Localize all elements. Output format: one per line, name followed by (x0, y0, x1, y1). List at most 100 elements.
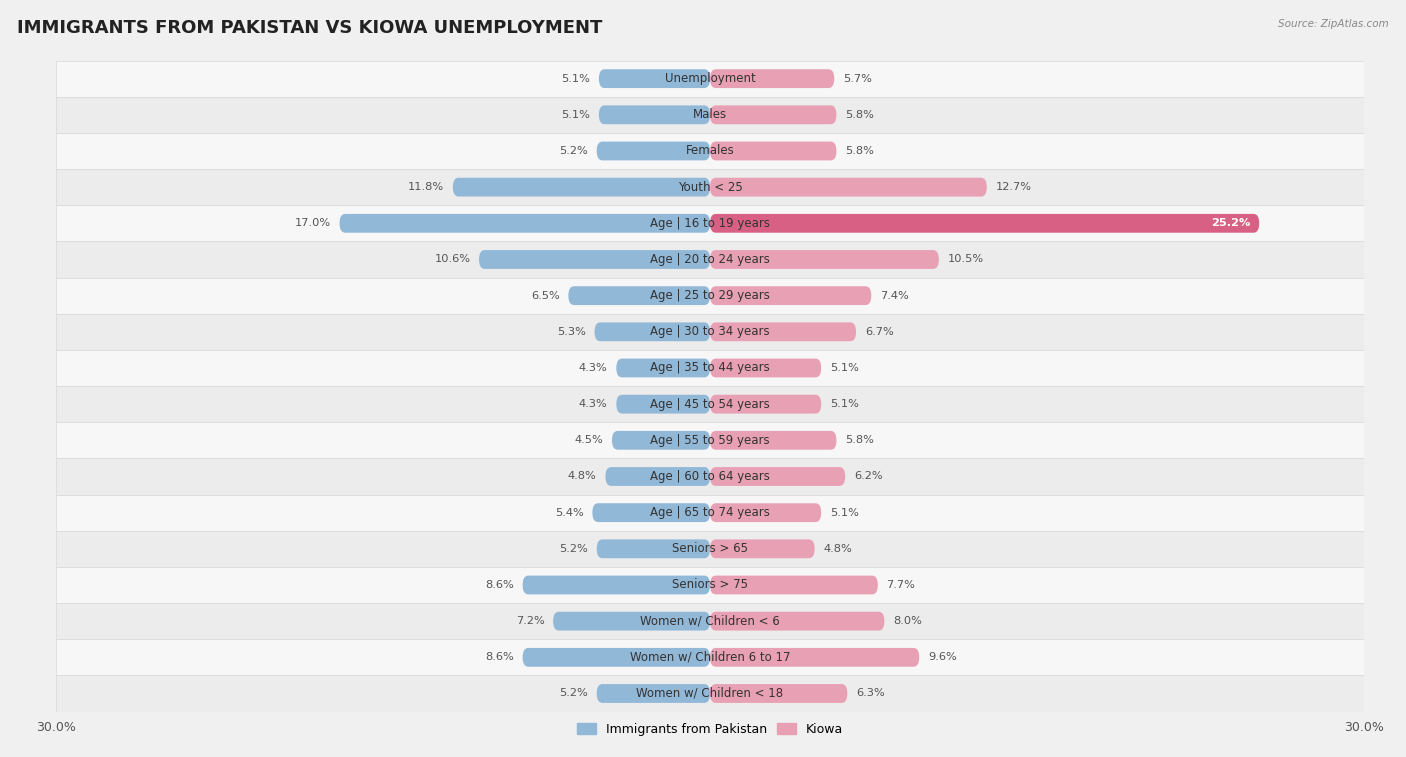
FancyBboxPatch shape (340, 214, 710, 232)
Text: 9.6%: 9.6% (928, 653, 956, 662)
FancyBboxPatch shape (710, 214, 1260, 232)
Text: 17.0%: 17.0% (295, 218, 330, 229)
Text: Age | 30 to 34 years: Age | 30 to 34 years (650, 326, 770, 338)
Text: IMMIGRANTS FROM PAKISTAN VS KIOWA UNEMPLOYMENT: IMMIGRANTS FROM PAKISTAN VS KIOWA UNEMPL… (17, 19, 602, 37)
Text: 5.1%: 5.1% (561, 73, 591, 83)
FancyBboxPatch shape (453, 178, 710, 197)
Text: Seniors > 65: Seniors > 65 (672, 542, 748, 556)
FancyBboxPatch shape (710, 612, 884, 631)
FancyBboxPatch shape (523, 575, 710, 594)
Text: Age | 55 to 59 years: Age | 55 to 59 years (650, 434, 770, 447)
FancyBboxPatch shape (616, 359, 710, 378)
Text: 8.6%: 8.6% (485, 653, 515, 662)
Text: Females: Females (686, 145, 734, 157)
FancyBboxPatch shape (710, 540, 814, 558)
Text: 12.7%: 12.7% (995, 182, 1032, 192)
FancyBboxPatch shape (56, 567, 1364, 603)
Text: 5.1%: 5.1% (830, 363, 859, 373)
Text: 7.2%: 7.2% (516, 616, 544, 626)
FancyBboxPatch shape (616, 394, 710, 413)
Text: 4.3%: 4.3% (579, 399, 607, 409)
Text: Age | 35 to 44 years: Age | 35 to 44 years (650, 362, 770, 375)
Text: 25.2%: 25.2% (1211, 218, 1250, 229)
FancyBboxPatch shape (56, 350, 1364, 386)
Text: 6.5%: 6.5% (531, 291, 560, 301)
Text: Age | 16 to 19 years: Age | 16 to 19 years (650, 217, 770, 230)
Text: 6.2%: 6.2% (853, 472, 883, 481)
FancyBboxPatch shape (599, 69, 710, 88)
Text: 6.3%: 6.3% (856, 689, 884, 699)
Text: Age | 45 to 54 years: Age | 45 to 54 years (650, 397, 770, 410)
FancyBboxPatch shape (599, 105, 710, 124)
Text: 7.4%: 7.4% (880, 291, 908, 301)
FancyBboxPatch shape (56, 97, 1364, 133)
FancyBboxPatch shape (596, 142, 710, 160)
FancyBboxPatch shape (56, 675, 1364, 712)
Text: Source: ZipAtlas.com: Source: ZipAtlas.com (1278, 19, 1389, 29)
Text: 5.8%: 5.8% (845, 435, 875, 445)
FancyBboxPatch shape (612, 431, 710, 450)
Text: 4.5%: 4.5% (575, 435, 603, 445)
FancyBboxPatch shape (56, 639, 1364, 675)
FancyBboxPatch shape (595, 322, 710, 341)
FancyBboxPatch shape (56, 205, 1364, 241)
Text: Seniors > 75: Seniors > 75 (672, 578, 748, 591)
FancyBboxPatch shape (56, 422, 1364, 459)
Text: Age | 65 to 74 years: Age | 65 to 74 years (650, 506, 770, 519)
Text: 5.2%: 5.2% (560, 689, 588, 699)
Text: 4.8%: 4.8% (824, 544, 852, 554)
Text: Age | 20 to 24 years: Age | 20 to 24 years (650, 253, 770, 266)
Text: Women w/ Children < 6: Women w/ Children < 6 (640, 615, 780, 628)
Text: 5.8%: 5.8% (845, 110, 875, 120)
Text: Age | 60 to 64 years: Age | 60 to 64 years (650, 470, 770, 483)
FancyBboxPatch shape (710, 467, 845, 486)
Text: 8.0%: 8.0% (893, 616, 922, 626)
Text: 5.2%: 5.2% (560, 146, 588, 156)
FancyBboxPatch shape (56, 241, 1364, 278)
Text: 4.3%: 4.3% (579, 363, 607, 373)
FancyBboxPatch shape (56, 494, 1364, 531)
FancyBboxPatch shape (56, 603, 1364, 639)
FancyBboxPatch shape (710, 105, 837, 124)
FancyBboxPatch shape (710, 684, 848, 703)
FancyBboxPatch shape (56, 459, 1364, 494)
FancyBboxPatch shape (56, 386, 1364, 422)
Text: 6.7%: 6.7% (865, 327, 893, 337)
FancyBboxPatch shape (523, 648, 710, 667)
FancyBboxPatch shape (710, 359, 821, 378)
Text: Women w/ Children < 18: Women w/ Children < 18 (637, 687, 783, 700)
Text: Unemployment: Unemployment (665, 72, 755, 85)
Text: 5.8%: 5.8% (845, 146, 875, 156)
FancyBboxPatch shape (710, 322, 856, 341)
FancyBboxPatch shape (56, 169, 1364, 205)
FancyBboxPatch shape (710, 503, 821, 522)
FancyBboxPatch shape (710, 575, 877, 594)
Text: Males: Males (693, 108, 727, 121)
Text: 8.6%: 8.6% (485, 580, 515, 590)
FancyBboxPatch shape (56, 278, 1364, 313)
Text: 10.6%: 10.6% (434, 254, 470, 264)
FancyBboxPatch shape (710, 286, 872, 305)
FancyBboxPatch shape (56, 313, 1364, 350)
Legend: Immigrants from Pakistan, Kiowa: Immigrants from Pakistan, Kiowa (572, 718, 848, 741)
Text: 5.1%: 5.1% (830, 399, 859, 409)
Text: Age | 25 to 29 years: Age | 25 to 29 years (650, 289, 770, 302)
Text: 7.7%: 7.7% (887, 580, 915, 590)
Text: 5.2%: 5.2% (560, 544, 588, 554)
Text: 5.1%: 5.1% (830, 508, 859, 518)
Text: 5.7%: 5.7% (844, 73, 872, 83)
FancyBboxPatch shape (710, 648, 920, 667)
FancyBboxPatch shape (710, 431, 837, 450)
FancyBboxPatch shape (479, 250, 710, 269)
FancyBboxPatch shape (710, 250, 939, 269)
FancyBboxPatch shape (56, 61, 1364, 97)
FancyBboxPatch shape (56, 133, 1364, 169)
FancyBboxPatch shape (596, 684, 710, 703)
Text: 4.8%: 4.8% (568, 472, 596, 481)
FancyBboxPatch shape (568, 286, 710, 305)
Text: Youth < 25: Youth < 25 (678, 181, 742, 194)
FancyBboxPatch shape (606, 467, 710, 486)
FancyBboxPatch shape (596, 540, 710, 558)
Text: 5.1%: 5.1% (561, 110, 591, 120)
Text: Women w/ Children 6 to 17: Women w/ Children 6 to 17 (630, 651, 790, 664)
